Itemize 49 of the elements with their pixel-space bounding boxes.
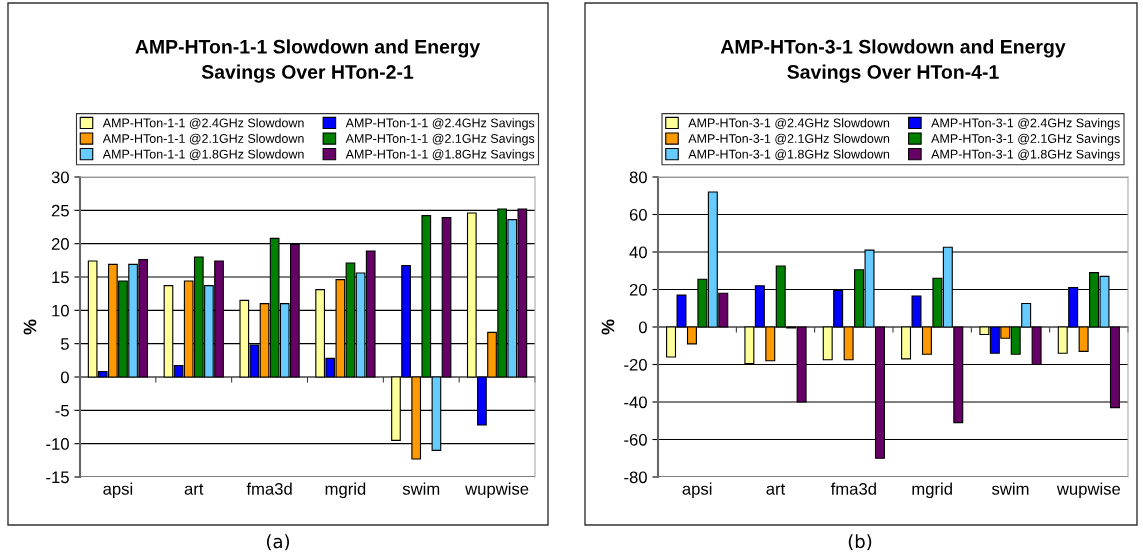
x-tick-label: fma3d xyxy=(246,482,292,495)
y-axis-title: % xyxy=(23,319,37,335)
legend-label: AMP-HTon-3-1 @2.1GHz Savings xyxy=(931,133,1120,146)
y-tick-label: 80 xyxy=(629,171,647,184)
y-tick-label: 60 xyxy=(629,208,647,221)
legend-label: AMP-HTon-1-1 @2.4GHz Savings xyxy=(345,118,535,130)
legend-label: AMP-HTon-1-1 @2.1GHz Slowdown xyxy=(102,133,304,145)
x-tick-label: art xyxy=(766,483,786,495)
text: (a) xyxy=(266,534,290,551)
text: (b) xyxy=(848,534,872,551)
y-tick-label: -40 xyxy=(624,396,647,409)
y-tick-label: 40 xyxy=(629,246,647,259)
y-tick-label: -80 xyxy=(624,471,647,484)
y-tick-label: 5 xyxy=(60,338,69,350)
legend-label: AMP-HTon-1-1 @1.8GHz Savings xyxy=(345,149,535,161)
y-tick-label: -5 xyxy=(55,404,69,417)
x-tick-label: mgrid xyxy=(325,482,366,499)
x-tick-label: wupwise xyxy=(1056,482,1121,499)
x-tick-label: art xyxy=(184,483,204,495)
x-tick-label: apsi xyxy=(103,482,133,499)
y-tick-label: 0 xyxy=(60,371,69,384)
x-tick-label: mgrid xyxy=(912,482,952,499)
y-tick-label: 25 xyxy=(51,204,69,217)
y-tick-label: -10 xyxy=(46,438,69,450)
legend-label: AMP-HTon-1-1 @2.1GHz Savings xyxy=(345,133,535,146)
legend-label: AMP-HTon-3-1 @1.8GHz Savings xyxy=(931,149,1120,161)
y-tick-label: 15 xyxy=(52,271,69,284)
x-tick-label: wupwise xyxy=(465,482,529,499)
x-tick-label: fma3d xyxy=(830,482,876,495)
x-tick-label: swim xyxy=(991,482,1029,495)
legend-label: AMP-HTon-3-1 @1.8GHz Slowdown xyxy=(688,149,890,161)
chart-title: AMP-HTon-3-1 Slowdown and Energy Savings Over HTon-4-1 xyxy=(720,39,1066,83)
y-tick-label: -60 xyxy=(624,433,647,446)
y-tick-label: -20 xyxy=(624,358,647,371)
y-tick-label: 20 xyxy=(51,238,69,250)
chart-title: AMP-HTon-1-1 Slowdown and Energy Savings Over HTon-2-1 xyxy=(135,39,481,83)
legend-label: AMP-HTon-3-1 @2.4GHz Savings xyxy=(931,118,1120,130)
y-tick-label: 10 xyxy=(52,304,69,317)
y-axis-title: % xyxy=(601,319,615,335)
legend-label: AMP-HTon-1-1 @2.4GHz Slowdown xyxy=(102,118,304,129)
legend-label: AMP-HTon-3-1 @2.4GHz Slowdown xyxy=(688,118,890,129)
x-tick-label: swim xyxy=(402,482,440,495)
y-tick-label: 30 xyxy=(51,171,69,184)
y-tick-label: 0 xyxy=(638,321,647,334)
legend-label: AMP-HTon-3-1 @2.1GHz Slowdown xyxy=(688,133,890,145)
x-tick-label: apsi xyxy=(682,482,712,499)
y-tick-label: -15 xyxy=(46,471,69,484)
y-tick-label: 20 xyxy=(629,283,647,296)
legend-label: AMP-HTon-1-1 @1.8GHz Slowdown xyxy=(102,149,304,161)
